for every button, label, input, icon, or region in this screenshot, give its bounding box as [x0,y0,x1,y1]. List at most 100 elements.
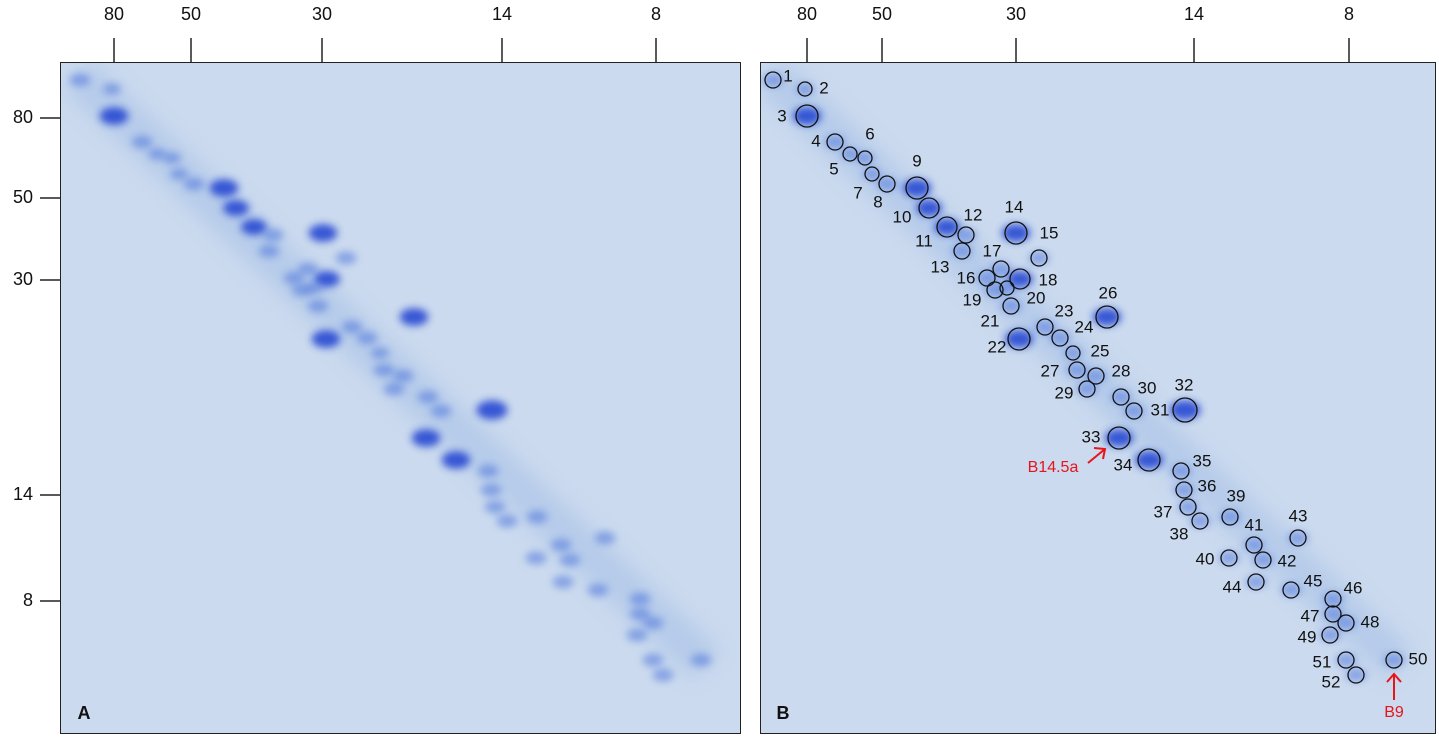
spot-label: 48 [1361,612,1380,631]
spot-circle [1051,329,1069,347]
spot-circle [1007,327,1031,351]
protein-spot [1007,271,1033,287]
spot-circle [905,176,929,200]
spot-label: 27 [1041,361,1060,380]
spot-label: 51 [1313,652,1332,671]
protein-spot [1189,514,1211,528]
protein-spot [476,400,508,420]
protein-spot [1319,628,1341,642]
spot-circle [857,150,873,166]
spot-label: 34 [1114,455,1133,474]
tick-label: 8 [1344,4,1354,24]
spot-circle [1030,249,1048,267]
protein-spot [1000,299,1022,313]
spot-circle [986,281,1004,299]
protein-spot [1219,510,1241,524]
spot-circle [1289,529,1307,547]
protein-spot [550,538,572,552]
protein-spot [335,251,357,265]
spot-circle [1337,614,1355,632]
protein-spot [1034,320,1056,334]
spot-circle [1095,305,1119,329]
spot-circle [978,269,996,287]
protein-spot [824,135,846,149]
spot-circle [1004,221,1028,245]
protein-spot [411,429,441,447]
protein-spot [1218,551,1240,565]
spot-circle [936,216,958,238]
protein-spot [762,73,784,87]
spot-circle [999,280,1015,296]
spot-circle [1282,581,1300,599]
spot-label: 47 [1301,606,1320,625]
tick-label: 30 [1006,4,1026,24]
protein-spot [1287,531,1309,545]
tick-label: 14 [492,4,512,24]
spot-label: 11 [915,231,933,250]
protein-spot [642,616,664,630]
spot-label: 36 [1198,476,1217,495]
protein-spot [559,553,581,567]
spot-label: 30 [1138,378,1157,397]
spot-label: 26 [1099,283,1118,302]
spot-label: 13 [931,257,950,276]
tick-label: 50 [13,187,33,207]
spot-circle [1065,345,1081,361]
protein-spot [552,575,574,589]
spot-circle [1220,549,1238,567]
spot-label: 29 [1055,383,1074,402]
spot-label: 19 [963,290,982,309]
spot-label: 52 [1322,672,1341,691]
protein-spot [1335,616,1357,630]
protein-spot [855,152,875,164]
spot-circle [1125,402,1143,420]
spot-label: 50 [1409,649,1428,668]
protein-spot [690,653,712,667]
spot-circle [918,197,940,219]
spot-label: 41 [1245,515,1264,534]
protein-spot [876,177,898,191]
spot-circle [1068,361,1086,379]
protein-spot [594,531,616,545]
protein-spot [441,451,471,469]
protein-spot [1004,330,1034,348]
spot-circle [1385,651,1403,669]
protein-spot [147,148,167,160]
spot-label: 20 [1027,288,1046,307]
protein-spot [1092,308,1122,326]
protein-spot [209,179,239,197]
protein-spot [1169,400,1201,420]
tick-label: 8 [651,4,661,24]
spot-label: 3 [777,106,786,125]
protein-spot [1322,607,1344,621]
protein-spot [1243,538,1265,552]
spot-circle [953,242,971,260]
protein-spot [792,107,822,125]
protein-spot [1173,483,1195,497]
protein-spot [1104,429,1134,447]
spot-label: 23 [1055,301,1074,320]
protein-spot [311,330,341,348]
spot-circle [795,104,819,128]
panel-label: A [78,703,91,723]
spot-label: 16 [957,268,976,287]
protein-spot [1001,224,1031,242]
protein-spot [951,244,973,258]
spot-label: 9 [912,151,921,170]
spot-label: 46 [1344,578,1363,597]
spot-label: 39 [1227,486,1246,505]
spot-circle [1324,590,1342,608]
protein-spot [1063,347,1083,359]
protein-spot [1134,451,1164,469]
protein-spot [162,152,182,164]
spot-label: 40 [1196,549,1215,568]
protein-spot [795,83,815,95]
protein-spot [131,135,153,149]
spot-circle [1221,508,1239,526]
spot-label: 21 [981,311,1000,330]
spot-label: 18 [1039,270,1058,289]
protein-spot [642,653,664,667]
spot-circle [1172,397,1198,423]
spot-label: 45 [1304,571,1323,590]
protein-spot [1322,592,1344,606]
